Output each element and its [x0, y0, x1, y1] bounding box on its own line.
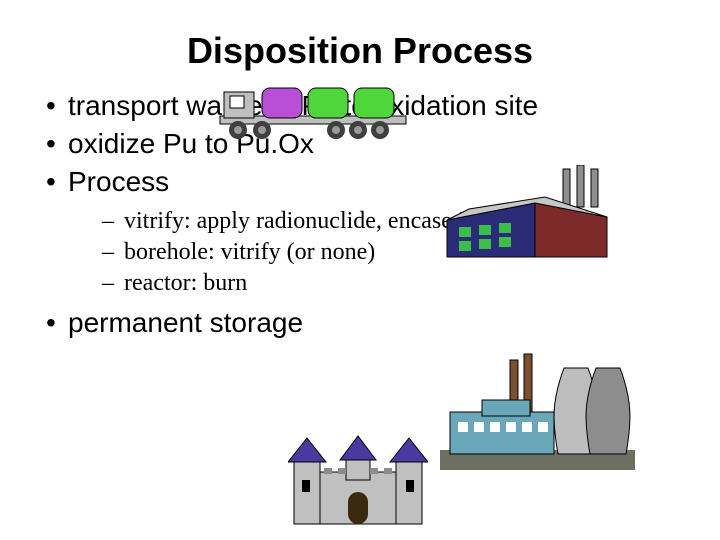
bullet-text: permanent storage: [68, 307, 303, 338]
sub-text: reactor: burn: [124, 270, 247, 296]
bullet-item: permanent storage: [40, 307, 680, 339]
bullet-text: Process: [68, 166, 169, 197]
sub-text: borehole: vitrify (or none): [124, 239, 375, 265]
sub-item: reactor: burn: [68, 270, 680, 297]
slide-title: Disposition Process: [40, 30, 680, 72]
castle-icon: [288, 432, 428, 527]
truck-icon: [218, 82, 408, 142]
power-plant-icon: [440, 350, 635, 470]
slide: Disposition Process transport warhead Pu…: [0, 0, 720, 540]
factory-icon: [445, 165, 610, 265]
